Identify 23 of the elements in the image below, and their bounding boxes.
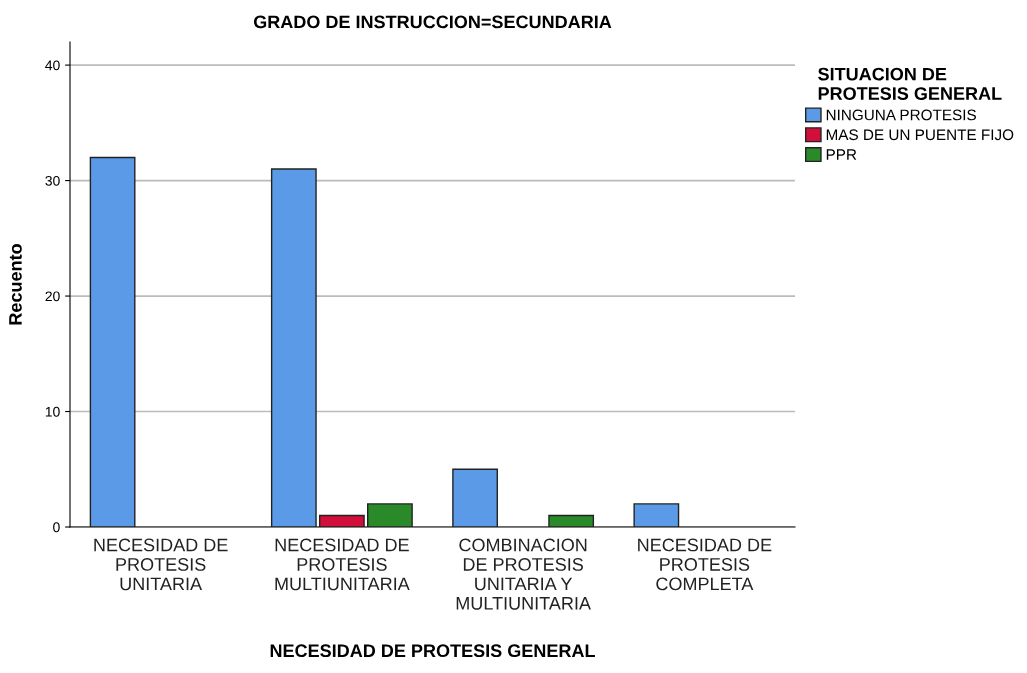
y-tick-label: 30 xyxy=(45,175,60,186)
y-tick-label: 20 xyxy=(45,291,60,302)
x-tick-label: COMBINACION DE PROTESIS UNITARIA Y MULTIUNITARIA xyxy=(456,538,591,610)
bar xyxy=(548,514,595,527)
bar xyxy=(318,514,365,527)
bar xyxy=(270,168,317,527)
legend-label: MAS DE UN PUENTE FIJO xyxy=(826,129,1014,141)
y-axis-title: Recuento xyxy=(9,244,22,325)
legend-label: PPR xyxy=(826,149,857,160)
bar xyxy=(633,503,680,527)
x-tick-label: NECESIDAD DE PROTESIS UNITARIA xyxy=(94,538,228,591)
bar xyxy=(452,468,498,527)
bar xyxy=(89,156,136,527)
bar xyxy=(367,503,413,527)
legend-title: SITUACION DE PROTESIS GENERAL xyxy=(818,67,1002,100)
y-tick-label: 40 xyxy=(45,60,60,71)
x-tick-label: NECESIDAD DE PROTESIS COMPLETA xyxy=(638,538,772,591)
y-tick-label: 10 xyxy=(45,406,60,417)
legend-label: NINGUNA PROTESIS xyxy=(826,109,976,121)
x-tick-label: NECESIDAD DE PROTESIS MULTIUNITARIA xyxy=(275,538,410,591)
y-tick-label: 0 xyxy=(53,522,60,533)
x-axis-title: NECESIDAD DE PROTESIS GENERAL xyxy=(270,644,595,658)
chart-title: GRADO DE INSTRUCCION=SECUNDARIA xyxy=(253,15,612,29)
